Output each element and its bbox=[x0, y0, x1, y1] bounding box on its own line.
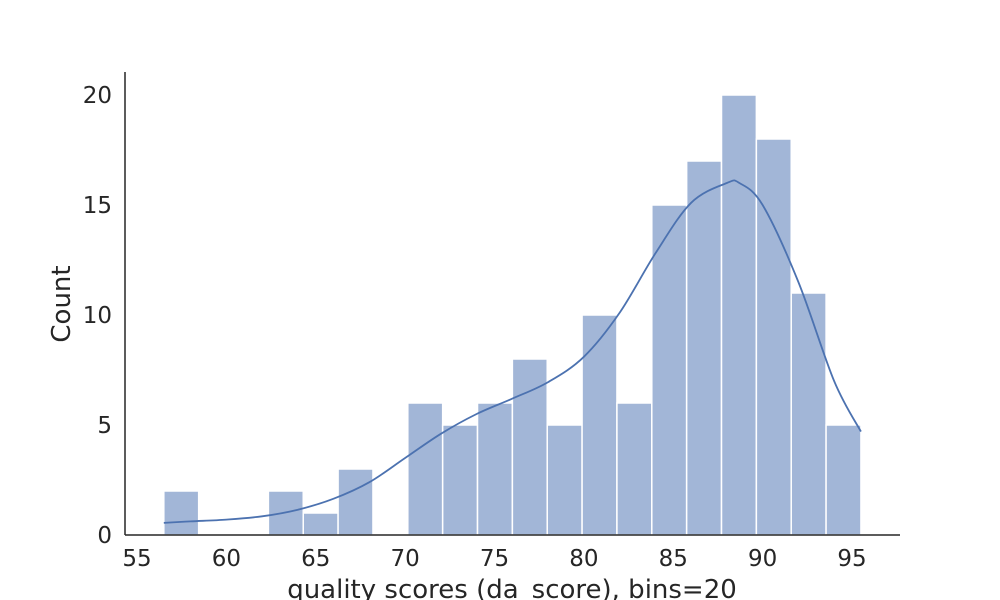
histogram-bar bbox=[546, 424, 583, 536]
y-tick-label: 10 bbox=[83, 303, 112, 329]
histogram-bar bbox=[825, 424, 862, 536]
x-tick-label: 80 bbox=[569, 546, 598, 572]
histogram-bar bbox=[790, 292, 827, 536]
y-tick-labels: 0 5 10 15 20 bbox=[83, 83, 112, 549]
x-tick-label: 70 bbox=[390, 546, 419, 572]
bars-group bbox=[163, 94, 862, 536]
y-tick-label: 0 bbox=[97, 523, 112, 549]
histogram-bar bbox=[511, 358, 548, 536]
y-axis-label: Count bbox=[47, 265, 77, 342]
histogram-bar bbox=[476, 402, 514, 536]
x-tick-label: 90 bbox=[748, 546, 777, 572]
x-tick-label: 95 bbox=[837, 546, 866, 572]
histogram-bar bbox=[720, 94, 758, 536]
x-tick-label: 55 bbox=[122, 546, 151, 572]
x-tick-label: 85 bbox=[659, 546, 688, 572]
histogram-bar bbox=[441, 424, 479, 536]
y-tick-label: 15 bbox=[83, 193, 112, 219]
histogram-bar bbox=[755, 138, 792, 536]
histogram-bar bbox=[651, 204, 688, 536]
y-tick-label: 20 bbox=[83, 83, 112, 109]
histogram-bar bbox=[407, 402, 444, 536]
kde-curve bbox=[163, 179, 862, 524]
x-axis-label: quality scores (da_score), bins=20 bbox=[287, 575, 737, 600]
histogram-bar bbox=[163, 490, 200, 536]
histogram-bar bbox=[685, 160, 723, 536]
y-tick-label: 5 bbox=[97, 413, 112, 439]
histogram-bar bbox=[581, 314, 618, 536]
histogram-bar bbox=[616, 402, 653, 536]
x-tick-label: 60 bbox=[212, 546, 241, 572]
x-tick-label: 65 bbox=[301, 546, 330, 572]
x-tick-labels: 55 60 65 70 75 80 85 90 95 bbox=[122, 546, 866, 572]
histogram-bar bbox=[337, 468, 374, 536]
x-tick-label: 75 bbox=[480, 546, 509, 572]
histogram-bar bbox=[302, 512, 339, 536]
